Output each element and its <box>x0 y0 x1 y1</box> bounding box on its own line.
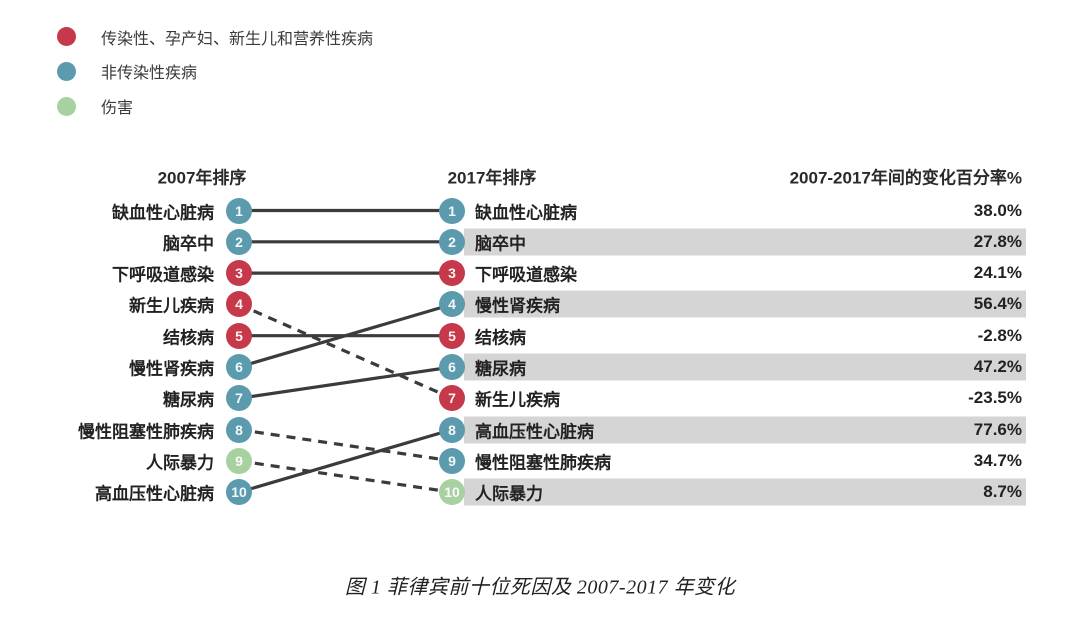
change-percent-value: -23.5% <box>968 388 1022 408</box>
cause-label-2017: 结核病 <box>475 328 526 348</box>
cause-label-2007: 结核病 <box>163 328 214 348</box>
row-band <box>464 478 1026 506</box>
change-percent-value: 77.6% <box>973 419 1022 439</box>
rank-circle-2017: 2 <box>439 228 465 255</box>
row-band <box>464 228 1026 256</box>
rank-circle-2017: 3 <box>439 260 465 287</box>
rank-circle-2007: 7 <box>226 385 252 412</box>
cause-label-2017: 人际暴力 <box>475 484 543 504</box>
rank-circle-2007: 9 <box>226 447 252 474</box>
row-band <box>464 416 1026 444</box>
connector-dashed-line <box>238 428 453 463</box>
figure-caption: 图 1 菲律宾前十位死因及 2007-2017 年变化 <box>344 576 736 599</box>
rank-circle-2007: 6 <box>226 354 252 380</box>
column-header-2007: 2007年排序 <box>157 168 247 188</box>
connector-solid-line <box>238 302 453 369</box>
connector-solid-line <box>238 365 453 400</box>
cause-label-2007: 人际暴力 <box>146 453 214 473</box>
rank-circle-2007: 5 <box>226 322 252 349</box>
cause-label-2007: 慢性阻塞性肺疾病 <box>78 422 214 442</box>
rank-circle-2017: 1 <box>439 197 465 224</box>
legend-dot-communicable <box>57 27 76 46</box>
rank-circle-2017: 10 <box>439 479 465 506</box>
cause-label-2017: 新生儿疾病 <box>475 390 560 410</box>
change-percent-value: -2.8% <box>977 325 1022 345</box>
cause-label-2007: 高血压性心脏病 <box>95 484 214 504</box>
row-band <box>464 353 1026 381</box>
change-percent-value: 27.8% <box>973 231 1022 251</box>
legend-label: 非传染性疾病 <box>101 65 198 82</box>
cause-label-2017: 高血压性心脏病 <box>475 422 594 442</box>
change-percent-value: 24.1% <box>973 263 1022 283</box>
rank-circle-2017: 5 <box>439 322 465 349</box>
cause-label-2017: 下呼吸道感染 <box>475 265 577 285</box>
cause-label-2017: 脑卒中 <box>475 234 526 254</box>
legend-dot-noncommunicable <box>57 61 76 81</box>
cause-label-2007: 糖尿病 <box>163 390 214 410</box>
legend-item-communicable: 传染性、孕产妇、新生儿和营养性疾病 <box>57 25 373 49</box>
rank-circle-2007: 8 <box>226 416 252 443</box>
connector-dashed-line <box>238 302 453 400</box>
column-header-2017: 2017年排序 <box>447 168 537 188</box>
connector-solid-line <box>238 428 453 494</box>
change-percent-value: 8.7% <box>983 482 1022 502</box>
legend-item-noncommunicable: 非传染性疾病 <box>57 59 197 83</box>
cause-label-2017: 慢性肾疾病 <box>475 296 560 316</box>
cause-label-2007: 慢性肾疾病 <box>129 359 214 379</box>
cause-label-2007: 下呼吸道感染 <box>112 265 214 285</box>
cause-label-2017: 糖尿病 <box>475 359 526 379</box>
rank-circle-2017: 7 <box>439 385 465 412</box>
change-percent-value: 38.0% <box>973 200 1022 220</box>
rank-circle-2017: 9 <box>439 447 465 474</box>
change-percent-value: 56.4% <box>973 294 1022 314</box>
change-percent-value: 47.2% <box>973 357 1022 376</box>
column-header-change-percent: 2007-2017年间的变化百分率% <box>789 168 1022 188</box>
rank-circle-2007: 3 <box>226 260 252 287</box>
rank-circle-2007: 4 <box>226 291 252 318</box>
legend-item-injury: 伤害 <box>57 94 133 118</box>
rank-circle-2007: 10 <box>226 479 252 506</box>
legend-label: 传染性、孕产妇、新生儿和营养性疾病 <box>101 30 374 48</box>
rank-circle-2017: 8 <box>439 416 465 443</box>
cause-label-2007: 新生儿疾病 <box>129 296 214 316</box>
cause-label-2007: 缺血性心脏病 <box>112 203 214 222</box>
rank-circle-2007: 2 <box>226 228 252 255</box>
cause-label-2017: 缺血性心脏病 <box>475 203 577 222</box>
row-band <box>464 290 1026 318</box>
change-percent-value: 34.7% <box>973 450 1022 470</box>
cause-label-2007: 脑卒中 <box>163 234 214 254</box>
cause-label-2017: 慢性阻塞性肺疾病 <box>475 453 611 473</box>
rank-circle-2017: 6 <box>439 354 465 380</box>
rank-circle-2007: 1 <box>226 197 252 224</box>
legend-dot-injury <box>57 96 76 116</box>
legend-label: 伤害 <box>101 100 134 117</box>
rank-circle-2017: 4 <box>439 291 465 318</box>
connector-dashed-line <box>238 459 453 494</box>
